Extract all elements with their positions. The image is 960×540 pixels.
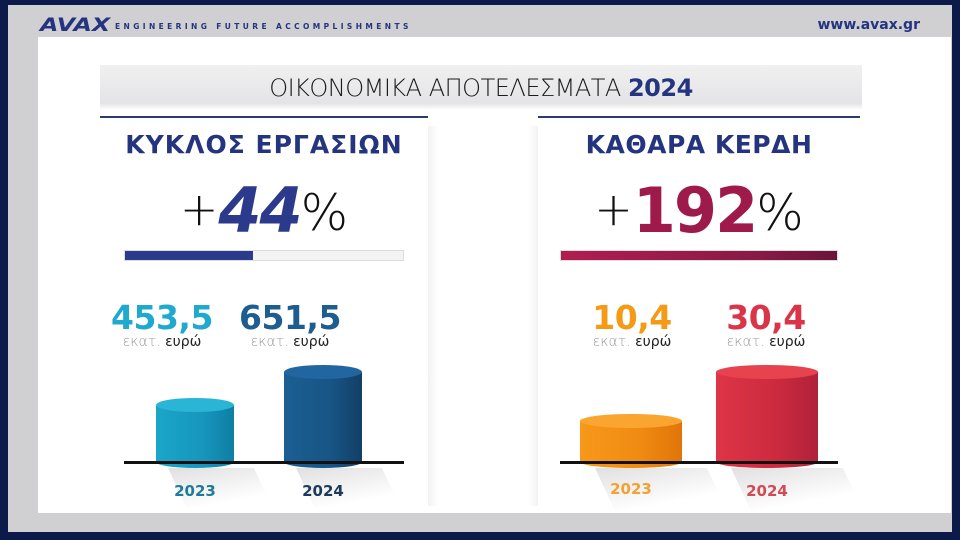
bar-2023 — [156, 398, 275, 513]
change-percent: +44% — [179, 174, 349, 247]
year-label-2024: 2024 — [302, 482, 344, 500]
title-bar: ΟΙΚΟΝΟΜΙΚΑ ΑΠΟΤΕΛΕΣΜΑΤΑ 2024 — [100, 65, 862, 110]
panel-shadow — [528, 126, 538, 506]
value-2023: 10,4 — [592, 298, 672, 337]
unit-2024: εκατ. ευρώ — [250, 334, 330, 350]
year-label-2023: 2023 — [174, 482, 216, 500]
panel-turnover: ΚΥΚΛΟΣ ΕΡΓΑΣΙΩΝ +44% 453,5 εκατ. ευρώ 65… — [100, 116, 438, 513]
panel-shadow — [428, 126, 438, 506]
progress-fill — [125, 251, 253, 260]
avax-logo: AVAX — [40, 14, 111, 36]
divider — [538, 116, 860, 118]
year-label-2024: 2024 — [746, 482, 788, 500]
value-2023: 453,5 — [111, 298, 213, 337]
bar-2024 — [284, 365, 403, 513]
unit-2024: εκατ. ευρώ — [726, 334, 806, 350]
panel-title: ΚΑΘΑΡΑ ΚΕΡΔΗ — [585, 130, 813, 159]
unit-2023: εκατ. ευρώ — [592, 334, 672, 350]
year-label-2023: 2023 — [610, 480, 652, 498]
value-2024: 651,5 — [239, 298, 341, 337]
baseline — [124, 461, 404, 464]
bar-2024 — [716, 365, 865, 513]
website-url[interactable]: www.avax.gr — [817, 17, 920, 33]
bar-2023 — [580, 414, 729, 513]
panel-net-profit: ΚΑΘΑΡΑ ΚΕΡΔΗ +192% 10,4 εκατ. ευρώ 30,4 … — [528, 116, 865, 513]
divider — [100, 116, 428, 118]
page-title: ΟΙΚΟΝΟΜΙΚΑ ΑΠΟΤΕΛΕΣΜΑΤΑ 2024 — [269, 73, 693, 102]
unit-2023: εκατ. ευρώ — [122, 334, 202, 350]
baseline — [560, 461, 838, 464]
panel-title: ΚΥΚΛΟΣ ΕΡΓΑΣΙΩΝ — [125, 130, 403, 159]
tagline: ENGINEERING FUTURE ACCOMPLISHMENTS — [115, 22, 412, 31]
progress-fill — [561, 251, 837, 260]
progress-bar — [124, 250, 404, 261]
progress-bar — [560, 250, 838, 261]
change-percent: +192% — [594, 174, 804, 247]
value-2024: 30,4 — [726, 298, 806, 337]
